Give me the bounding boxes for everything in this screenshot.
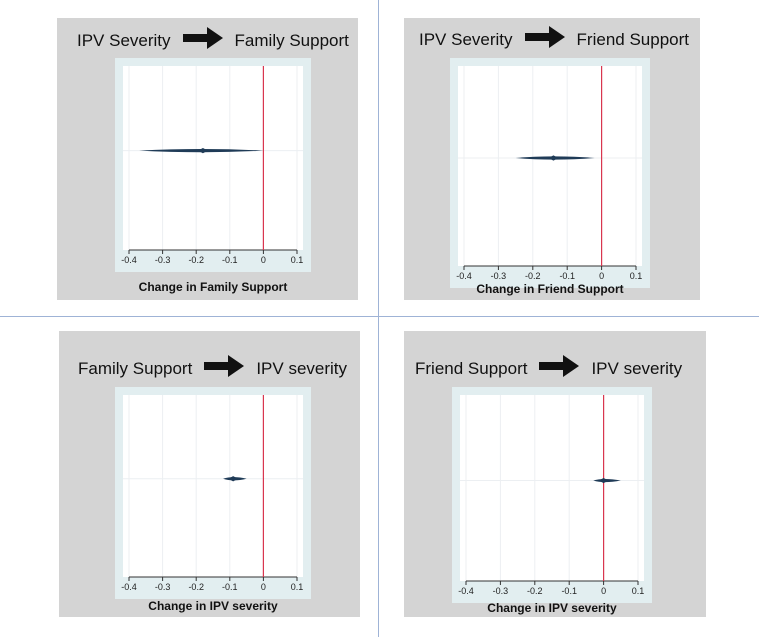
x-tick-label: -0.1 (222, 582, 238, 592)
x-tick-label: 0 (261, 255, 266, 265)
plot-area: -0.4 -0.3 -0.2 -0.1 0 0.1 (452, 387, 652, 603)
right-arrow-icon (204, 355, 245, 382)
x-tick-label: -0.3 (491, 271, 507, 281)
right-arrow-icon (182, 27, 223, 54)
title-from: IPV Severity (77, 30, 171, 50)
title-from: IPV Severity (419, 29, 513, 49)
x-tick-label: 0 (601, 586, 606, 596)
point-estimate (548, 155, 559, 161)
x-tick-label: -0.4 (458, 586, 474, 596)
title-to: Friend Support (576, 29, 689, 49)
x-tick-label: 0 (599, 271, 604, 281)
x-tick-label: 0.1 (630, 271, 643, 281)
x-tick-label: -0.4 (121, 582, 137, 592)
x-tick-label: 0.1 (291, 255, 304, 265)
x-tick-label: -0.2 (188, 255, 204, 265)
title-to: IPV severity (256, 358, 348, 378)
plot-area: -0.4 -0.3 -0.2 -0.1 0 0.1 (115, 387, 311, 599)
x-tick-label: -0.3 (493, 586, 509, 596)
panel-title: IPV Severity Friend Support (419, 26, 689, 53)
panel-ipv-to-friend: IPV Severity Friend Support -0.4 -0.3 -0.2… (404, 18, 700, 300)
right-arrow-icon (539, 355, 580, 382)
vertical-divider (378, 0, 379, 637)
x-tick-label: -0.3 (155, 255, 171, 265)
x-axis-label: Change in Friend Support (476, 282, 624, 296)
plot-area: -0.4 -0.3 -0.2 -0.1 0 0.1 (115, 58, 311, 272)
x-tick-label: -0.2 (525, 271, 541, 281)
panel-family-to-ipv: Family Support IPV severity -0.4 -0.3 -0.2… (59, 331, 360, 617)
title-to: Family Support (234, 30, 349, 50)
x-tick-label: -0.4 (456, 271, 472, 281)
title-from: Family Support (78, 358, 193, 378)
plot-area: -0.4 -0.3 -0.2 -0.1 0 0.1 (450, 58, 650, 288)
right-arrow-icon (524, 26, 565, 53)
plot-inner (123, 395, 303, 577)
plot-inner (458, 66, 642, 266)
x-tick-label: -0.4 (121, 255, 137, 265)
x-axis-label: Change in Family Support (138, 280, 288, 294)
x-tick-label: -0.1 (222, 255, 238, 265)
panel-ipv-to-family: IPV Severity Family Support -0.4 -0.3 -0.2… (57, 18, 358, 300)
panel-friend-to-ipv: Friend Support IPV severity -0.4 -0.3 -0.2… (404, 331, 706, 617)
plot-inner (123, 66, 303, 250)
title-from: Friend Support (415, 358, 528, 378)
x-tick-label: -0.3 (155, 582, 171, 592)
x-axis-label: Change in IPV severity (148, 599, 278, 613)
x-tick-label: -0.2 (527, 586, 543, 596)
horizontal-divider (0, 316, 759, 317)
x-axis-label: Change in IPV severity (487, 601, 617, 615)
x-tick-label: 0.1 (632, 586, 645, 596)
x-tick-label: -0.1 (559, 271, 575, 281)
panel-title: IPV Severity Family Support (77, 27, 349, 54)
x-tick-label: -0.2 (188, 582, 204, 592)
panel-title: Family Support IPV severity (78, 355, 347, 382)
plot-inner (460, 395, 644, 581)
x-tick-label: -0.1 (561, 586, 577, 596)
title-to: IPV severity (591, 358, 683, 378)
x-tick-label: 0.1 (291, 582, 304, 592)
x-tick-label: 0 (261, 582, 266, 592)
panel-title: Friend Support IPV severity (415, 355, 682, 382)
point-estimate (598, 477, 609, 484)
point-estimate (228, 476, 239, 482)
